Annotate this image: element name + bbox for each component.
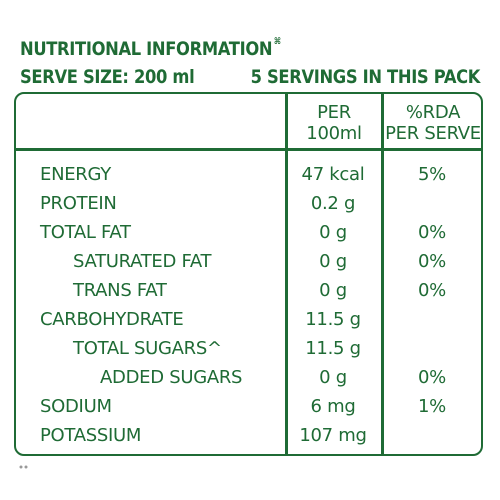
rda-header-line2: PER SERVE <box>385 123 481 144</box>
nutrient-row: SODIUM 6 mg 1% <box>0 396 500 425</box>
serve-size-text: SERVE SIZE: 200 ml <box>20 66 195 88</box>
nutrient-label: TOTAL SUGARS^ <box>73 338 222 359</box>
nutrient-row: ENERGY 47 kcal 5% <box>0 164 500 193</box>
nutrient-row: ADDED SUGARS 0 g 0% <box>0 367 500 396</box>
nutrient-label: TOTAL FAT <box>40 222 131 243</box>
servings-per-pack-text: 5 SERVINGS IN THIS PACK <box>250 66 481 88</box>
nutrient-value-per-100ml: 11.5 g <box>305 338 361 359</box>
nutrient-label: CARBOHYDRATE <box>40 309 184 330</box>
nutrient-value-per-100ml: 0 g <box>319 222 347 243</box>
nutrient-rda-per-serve: 0% <box>418 367 446 388</box>
nutrient-row: POTASSIUM 107 mg <box>0 425 500 454</box>
nutrient-value-per-100ml: 107 mg <box>299 425 367 446</box>
nutrient-value-per-100ml: 0 g <box>319 251 347 272</box>
nutrition-title: NUTRITIONAL INFORMATION <box>20 38 273 60</box>
nutrition-heading: NUTRITIONAL INFORMATION ⌘ <box>20 36 282 60</box>
nutrient-label: SODIUM <box>40 396 112 417</box>
nutrient-rda-per-serve: 0% <box>418 251 446 272</box>
nutrient-row: TRANS FAT 0 g 0% <box>0 280 500 309</box>
nutrient-row: TOTAL SUGARS^ 11.5 g <box>0 338 500 367</box>
cut-off-mark <box>18 462 30 473</box>
nutrient-label: ENERGY <box>40 164 111 185</box>
per-100ml-header-line2: 100ml <box>306 123 362 144</box>
nutrient-rda-per-serve: 1% <box>418 396 446 417</box>
nutrient-value-per-100ml: 11.5 g <box>305 309 361 330</box>
nutrient-label: TRANS FAT <box>73 280 167 301</box>
nutrient-row: SATURATED FAT 0 g 0% <box>0 251 500 280</box>
nutrient-rda-per-serve: 0% <box>418 222 446 243</box>
nutrient-value-per-100ml: 6 mg <box>310 396 356 417</box>
nutrient-value-per-100ml: 0.2 g <box>310 193 356 214</box>
rda-header-line1: %RDA <box>405 102 461 123</box>
nutrition-table <box>14 92 483 456</box>
nutrient-rda-per-serve: 0% <box>418 280 446 301</box>
nutrient-rda-per-serve: 5% <box>418 164 446 185</box>
nutrient-value-per-100ml: 0 g <box>319 367 347 388</box>
rda-header: %RDA PER SERVE <box>383 102 483 144</box>
per-100ml-header: PER 100ml <box>287 102 381 144</box>
nutrient-value-per-100ml: 47 kcal <box>301 164 365 185</box>
column-divider-1 <box>285 92 288 456</box>
nutrient-label: PROTEIN <box>40 193 117 214</box>
nutrient-row: TOTAL FAT 0 g 0% <box>0 222 500 251</box>
dots-icon <box>19 465 28 469</box>
title-mark: ⌘ <box>273 36 282 47</box>
nutrient-row: CARBOHYDRATE 11.5 g <box>0 309 500 338</box>
nutrient-value-per-100ml: 0 g <box>319 280 347 301</box>
serving-info-line: SERVE SIZE: 200 ml 5 SERVINGS IN THIS PA… <box>20 66 480 88</box>
nutrient-label: SATURATED FAT <box>73 251 212 272</box>
per-100ml-header-line1: PER <box>317 102 351 123</box>
nutrient-label: POTASSIUM <box>40 425 142 446</box>
nutrient-row: PROTEIN 0.2 g <box>0 193 500 222</box>
nutrient-label: ADDED SUGARS <box>100 367 243 388</box>
header-divider <box>14 148 483 151</box>
column-divider-2 <box>381 92 384 456</box>
